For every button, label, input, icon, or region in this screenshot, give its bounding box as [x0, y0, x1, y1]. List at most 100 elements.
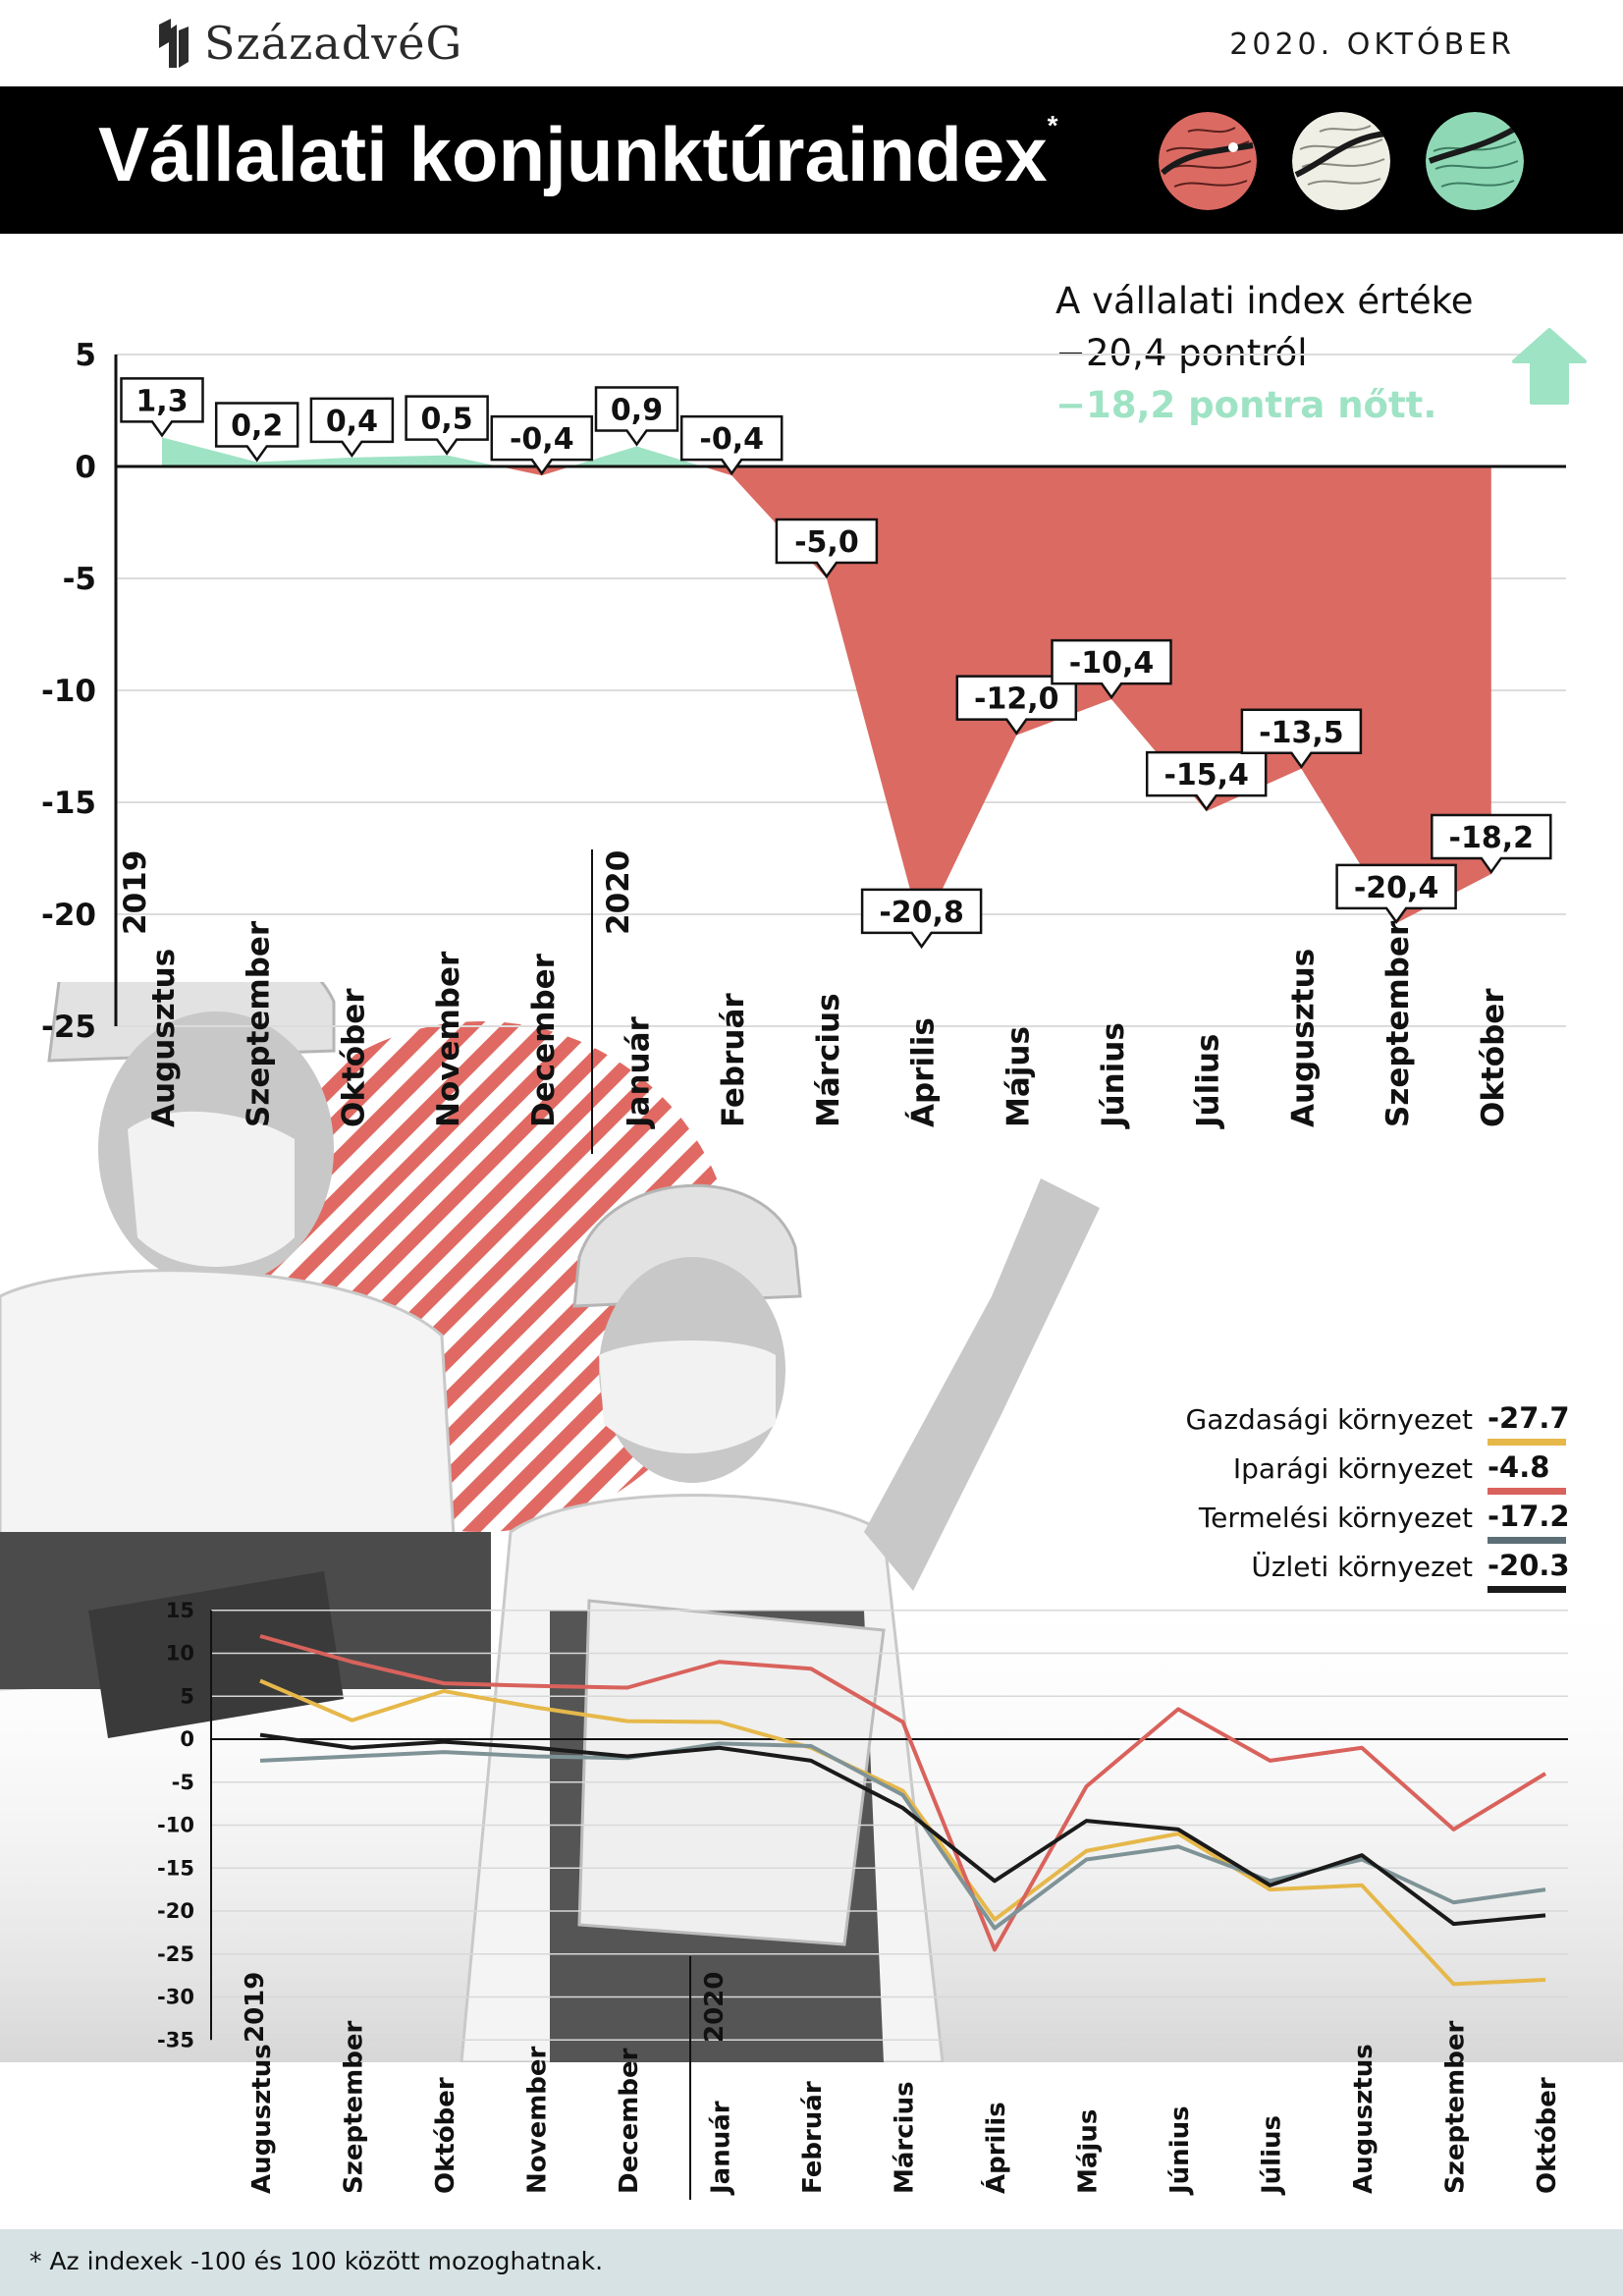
callout-box — [1240, 708, 1363, 769]
data-label-text: -15,4 — [1163, 758, 1248, 793]
issue-date: 2020. OKTÓBER — [1229, 27, 1515, 62]
data-label-callout: -18,2 — [1431, 813, 1552, 875]
area-year-label: 2019 — [118, 850, 153, 935]
footer: * Az indexek -100 és 100 között mozoghat… — [0, 2229, 1623, 2296]
line-y-tick-label: -10 — [157, 1814, 194, 1837]
area-x-tick-label: Március — [811, 993, 846, 1127]
summary-line-2: −20,4 pontról — [1055, 332, 1308, 374]
data-label-callout: 0,9 — [594, 386, 679, 447]
data-label-text: -10,4 — [1069, 646, 1154, 681]
summary-line-3: −18,2 pontra nőtt. — [1055, 384, 1437, 426]
legend-swatch — [1488, 1488, 1566, 1495]
area-y-tick-label: -15 — [41, 786, 96, 821]
area-x-tick-label: Június — [1096, 1022, 1131, 1129]
callout-box — [860, 888, 983, 950]
legend-item: Gazdasági környezet -27.7 — [1186, 1399, 1570, 1449]
title-bar: Vállalati konjunktúraindex* — [0, 86, 1623, 234]
area-y-tick-label: -10 — [41, 674, 96, 709]
series-line — [259, 1634, 1547, 1952]
area-x-tick-label: Szeptember — [242, 920, 277, 1127]
legend-value: -20.3 — [1488, 1549, 1570, 1582]
legend-item: Termelési környezet -17.2 — [1193, 1498, 1570, 1547]
area-x-tick-label: Április — [906, 1017, 942, 1127]
data-label-text: -13,5 — [1259, 716, 1343, 750]
data-label-callout: -10,4 — [1051, 638, 1172, 700]
line-year-label: 2019 — [241, 1972, 270, 2043]
line-x-tick-label: Január — [707, 2101, 736, 2196]
area-x-tick-label: Október — [336, 988, 371, 1127]
line-y-tick-label: -30 — [157, 1986, 194, 2009]
area-x-tick-label: December — [526, 953, 562, 1127]
line-x-tick-label: Április — [980, 2102, 1011, 2194]
line-chart-legend: Gazdasági környezet -27.7 Iparági környe… — [1186, 1399, 1570, 1596]
brand-logo: SzázadvéG — [157, 14, 462, 73]
line-x-tick-label: Október — [1533, 2077, 1562, 2194]
legend-item: Iparági környezet -4.8 — [1193, 1449, 1566, 1498]
line-x-tick-label: Február — [798, 2081, 828, 2194]
legend-swatch — [1488, 1537, 1566, 1544]
callout-box — [775, 518, 879, 579]
callout-box — [120, 377, 204, 438]
legend-swatch — [1488, 1439, 1566, 1446]
data-label-callout: -5,0 — [775, 518, 879, 579]
line-y-tick-label: -20 — [157, 1899, 194, 1923]
legend-value: -4.8 — [1488, 1450, 1550, 1484]
badge-red — [1159, 112, 1257, 210]
legend-item: Üzleti környezet -20.3 — [1193, 1547, 1570, 1596]
series-line — [259, 1732, 1546, 1927]
header: SzázadvéG 2020. OKTÓBER — [0, 0, 1623, 86]
area-x-tick-label: Május — [1001, 1026, 1036, 1127]
line-x-tick-label: Október — [431, 2077, 460, 2194]
components-line-chart: 15 10 5 0 -5 -10 -15 -20 -25 -30 -35 Augusztus Szep… — [157, 1599, 1568, 2200]
data-label-callout: -0,4 — [490, 414, 594, 476]
line-x-tick-label: Szeptember — [340, 2020, 369, 2194]
line-y-tick-label: -5 — [172, 1771, 194, 1794]
line-y-tick-label: -15 — [157, 1856, 194, 1880]
data-label-text: -0,4 — [510, 422, 574, 457]
area-y-tick-label: -20 — [41, 898, 96, 933]
data-label-text: -0,4 — [699, 422, 764, 457]
legend-label: Iparági környezet — [1232, 1452, 1473, 1485]
data-label-text: 0,4 — [326, 405, 378, 439]
data-label-text: 1,3 — [135, 384, 188, 418]
callout-box — [594, 386, 679, 447]
legend-swatch — [1488, 1586, 1566, 1593]
data-label-text: 0,2 — [231, 409, 283, 443]
data-label-text: -20,4 — [1354, 871, 1438, 905]
summary-line-1: A vállalati index értéke — [1055, 280, 1474, 322]
series-line — [259, 1741, 1546, 1931]
series-line — [259, 1678, 1546, 1987]
index-area-chart: 5 0 -5 -10 -15 -20 -25 Augusztus Szeptember Októ… — [41, 328, 1587, 1154]
line-y-tick-label: 5 — [180, 1684, 194, 1708]
data-label-callout: -20,4 — [1335, 863, 1457, 924]
data-label-text: -20,8 — [879, 896, 963, 930]
negative-area — [162, 466, 1491, 933]
data-label-text: -18,2 — [1449, 821, 1534, 855]
badge-green — [1426, 112, 1524, 210]
line-x-tick-label: Augusztus — [1349, 2044, 1379, 2194]
legend-value: -17.2 — [1488, 1500, 1570, 1533]
line-x-tick-label: Szeptember — [1441, 2020, 1471, 2194]
area-x-tick-label: Augusztus — [1285, 949, 1321, 1127]
title-footnote-mark: * — [1047, 110, 1058, 140]
line-year-label: 2020 — [700, 1972, 730, 2043]
area-x-tick-label: Január — [622, 1015, 657, 1129]
callout-box — [1335, 863, 1457, 924]
page-title: Vállalati konjunktúraindex* — [98, 112, 1058, 193]
callout-box — [214, 402, 299, 463]
callout-box — [1145, 750, 1268, 812]
area-x-tick-label: Február — [716, 993, 751, 1127]
data-label-callout: 0,2 — [214, 402, 299, 463]
line-y-tick-label: 10 — [166, 1642, 194, 1666]
line-x-tick-label: Június — [1165, 2105, 1195, 2196]
area-x-tick-label: Július — [1191, 1034, 1226, 1129]
data-label-callout: -15,4 — [1145, 750, 1268, 812]
data-label-callout: -0,4 — [679, 414, 784, 476]
badge-white — [1292, 112, 1390, 210]
page-title-text: Vállalati konjunktúraindex — [98, 111, 1048, 197]
line-x-tick-label: December — [615, 2048, 644, 2194]
line-x-tick-label: Augusztus — [247, 2044, 277, 2194]
data-label-text: 0,9 — [611, 393, 663, 427]
callout-box — [405, 395, 489, 456]
